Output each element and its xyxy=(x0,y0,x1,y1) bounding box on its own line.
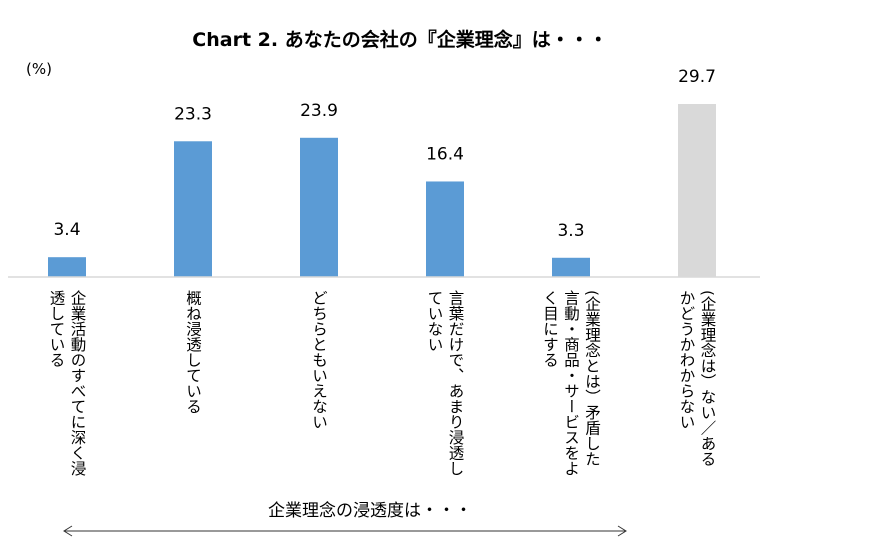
value-label-5: 3.3 xyxy=(557,221,584,241)
unit-label: (%) xyxy=(26,60,52,78)
value-label-1: 3.4 xyxy=(53,220,80,240)
bar-2 xyxy=(174,141,212,277)
range-bracket xyxy=(63,525,627,537)
value-label-4: 16.4 xyxy=(426,144,464,164)
category-label-5-line-3: く目にする xyxy=(541,290,559,368)
bracket-left-arrow xyxy=(63,525,73,537)
value-label-3: 23.9 xyxy=(300,101,338,121)
chart-title: Chart 2. あなたの会社の『企業理念』は・・・ xyxy=(192,28,607,51)
bar-5 xyxy=(552,257,590,277)
bar-4 xyxy=(426,181,464,277)
bracket-right-arrow xyxy=(617,525,627,537)
category-label-6-line-1: (企業理念は）ない／ある xyxy=(699,290,717,467)
category-label-1-line-2: 透している xyxy=(48,290,66,368)
footer-label: 企業理念の浸透度は・・・ xyxy=(268,500,472,521)
bar-3 xyxy=(300,137,338,277)
category-label-5-line-2: 言動・商品・サービスをよ xyxy=(562,290,580,476)
category-label-2-line-1: 概ね浸透している xyxy=(184,290,202,414)
category-label-3-line-1: どちらともいえない xyxy=(310,290,328,430)
category-label-4-line-2: ていない xyxy=(426,290,444,352)
category-label-6-line-2: かどうかわからない xyxy=(678,290,696,430)
value-label-6: 29.7 xyxy=(678,67,716,87)
category-label-5-line-1: (企業理念とは）矛盾した xyxy=(583,290,601,467)
value-labels-group: 3.4 23.3 23.9 16.4 3.3 29.7 xyxy=(53,67,715,241)
bar-1 xyxy=(48,257,86,277)
bar-6 xyxy=(678,104,716,277)
bars-group xyxy=(48,104,716,277)
category-label-1-line-1: 企業活動のすべてに深く浸 xyxy=(69,290,87,477)
value-label-2: 23.3 xyxy=(174,104,212,124)
category-label-4-line-1: 言葉だけで、あまり浸透し xyxy=(447,290,465,476)
